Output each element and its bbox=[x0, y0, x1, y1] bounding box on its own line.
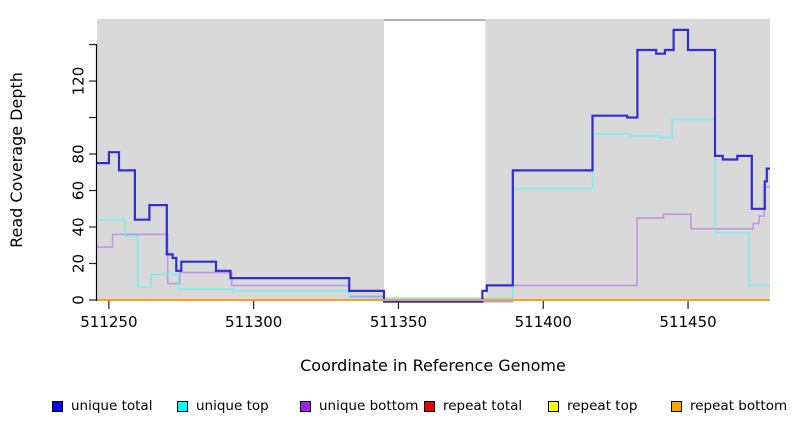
legend-label: unique bottom bbox=[319, 398, 419, 414]
series-line-unique-total bbox=[97, 28, 770, 303]
y-tick-label: 60 bbox=[70, 181, 88, 200]
y-tick-label: 20 bbox=[70, 254, 88, 273]
legend-item-repeat-top: repeat top bbox=[548, 399, 637, 413]
legend-swatch-icon bbox=[300, 400, 311, 412]
x-axis-title: Coordinate in Reference Genome bbox=[300, 356, 566, 375]
y-tick-label: 0 bbox=[70, 295, 88, 305]
legend-label: repeat bottom bbox=[690, 398, 788, 414]
legend-label: repeat top bbox=[567, 398, 638, 414]
legend-item-unique-top: unique top bbox=[177, 399, 269, 413]
x-tick-label: 511250 bbox=[80, 313, 137, 331]
x-tick-label: 511450 bbox=[659, 313, 716, 331]
y-tick-label: 40 bbox=[70, 217, 88, 236]
legend-label: repeat total bbox=[443, 398, 523, 414]
legend-label: unique top bbox=[196, 398, 269, 414]
legend-item-repeat-total: repeat total bbox=[424, 399, 522, 413]
legend-swatch-icon bbox=[424, 400, 435, 412]
masked-region bbox=[383, 19, 486, 300]
x-tick-label: 511400 bbox=[515, 313, 572, 331]
legend-label: unique total bbox=[71, 398, 153, 414]
legend-item-repeat-bottom: repeat bottom bbox=[671, 399, 787, 413]
x-tick-label: 511350 bbox=[370, 313, 427, 331]
y-tick-label: 120 bbox=[70, 67, 88, 96]
legend-swatch-icon bbox=[52, 400, 63, 412]
x-tick-label: 511300 bbox=[225, 313, 282, 331]
legend-item-unique-total: unique total bbox=[52, 399, 152, 413]
y-axis-title: Read Coverage Depth bbox=[7, 72, 26, 248]
legend-swatch-icon bbox=[177, 400, 188, 412]
legend-item-unique-bottom: unique bottom bbox=[300, 399, 418, 413]
legend-swatch-icon bbox=[671, 400, 682, 412]
legend-swatch-icon bbox=[548, 400, 559, 412]
y-tick-label: 80 bbox=[70, 144, 88, 163]
